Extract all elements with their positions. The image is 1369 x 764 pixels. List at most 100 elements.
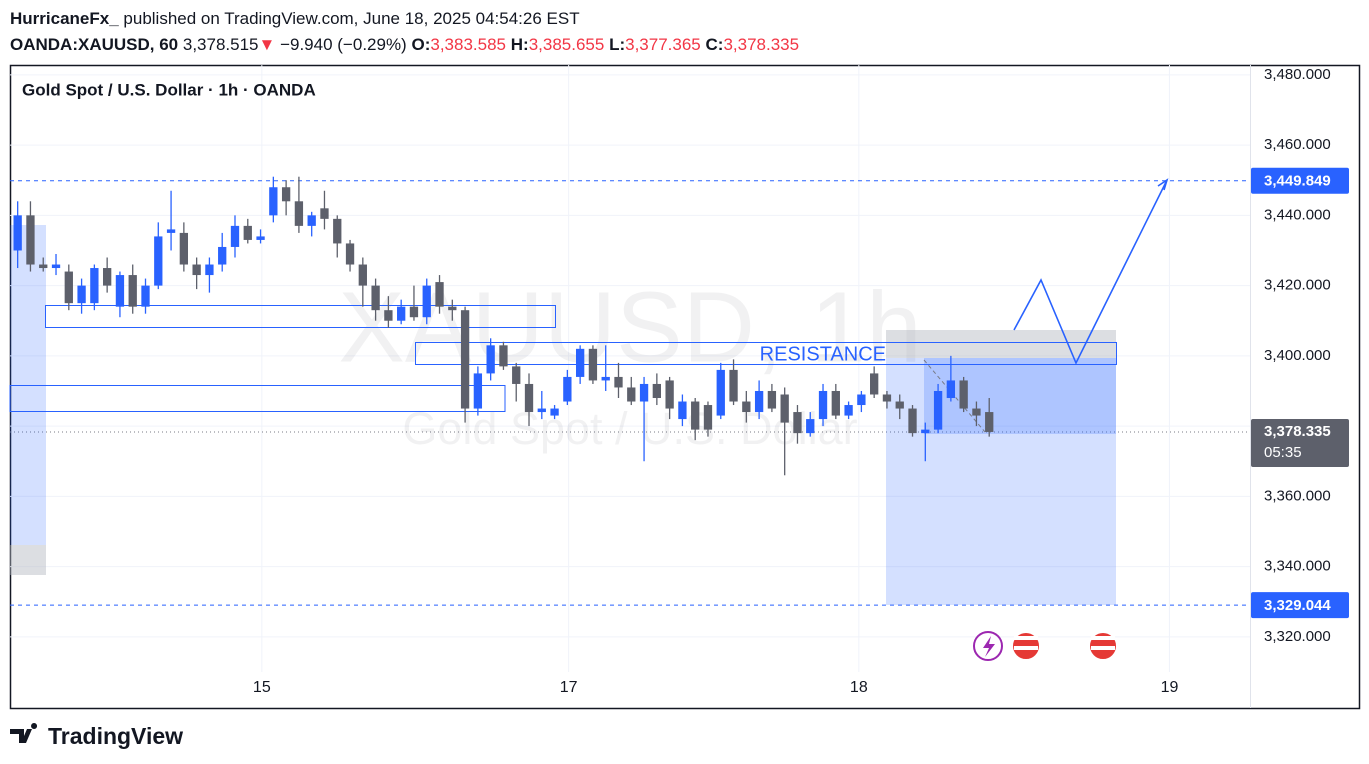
- flag-stripe: [1014, 646, 1038, 650]
- ohlc-value: 3,383.585: [430, 35, 506, 54]
- candle-body: [985, 412, 994, 432]
- chart-frame: [9, 64, 1361, 710]
- price-label-bg: [1251, 592, 1349, 619]
- candle-body: [882, 394, 892, 402]
- published: published on TradingView.com, June 18, 2…: [123, 9, 580, 28]
- candle-body: [921, 429, 930, 434]
- change: −9.940 (−0.29%): [280, 35, 407, 54]
- zone: [10, 545, 46, 575]
- watermark-name: Gold Spot / U.S. Dollar: [402, 403, 857, 454]
- y-tick-label: 3,440.000: [1264, 206, 1331, 223]
- candle-body: [281, 187, 291, 202]
- y-tick-label: 3,420.000: [1264, 277, 1331, 294]
- candle-body: [665, 380, 674, 409]
- publish-line: HurricaneFx_ published on TradingView.co…: [10, 6, 799, 32]
- candle-body: [742, 401, 751, 413]
- x-tick-label: 18: [850, 679, 868, 696]
- candle-body: [831, 390, 840, 416]
- y-tick-label: 3,400.000: [1264, 347, 1331, 364]
- candle-body: [51, 264, 61, 269]
- candle-body: [460, 310, 470, 409]
- candle-body: [972, 408, 981, 416]
- candle-body: [959, 380, 968, 409]
- candle-body: [409, 306, 419, 318]
- symbol-line: OANDA:XAUUSD, 60 3,378.515▼ −9.940 (−0.2…: [10, 32, 799, 58]
- candle-body: [780, 394, 789, 423]
- trend-line: [923, 359, 986, 433]
- change-arrow: ▼: [258, 35, 276, 54]
- candle-body: [627, 387, 636, 402]
- last-price-bg: [1251, 418, 1349, 467]
- logo-icon: [10, 723, 38, 743]
- candle-body: [166, 229, 176, 233]
- candle-body: [614, 376, 623, 388]
- candle-body: [179, 232, 189, 265]
- candle-body: [870, 373, 879, 395]
- candle-body: [448, 306, 457, 311]
- candle-body: [422, 285, 431, 318]
- chart-title: Gold Spot / U.S. Dollar · 1h · OANDA: [22, 80, 316, 99]
- box: [415, 342, 1117, 365]
- candle-body: [13, 215, 22, 251]
- candle-body: [716, 369, 725, 416]
- box: [45, 305, 556, 328]
- x-tick-label: 17: [560, 679, 578, 696]
- candle-body: [26, 215, 35, 265]
- arrow-head: [1157, 178, 1169, 191]
- grid: [10, 65, 1250, 672]
- symbol: OANDA:XAUUSD, 60: [10, 35, 179, 54]
- candle-body: [141, 285, 150, 307]
- countdown: 05:35: [1264, 444, 1302, 461]
- candle-body: [230, 225, 240, 247]
- candle-body: [563, 376, 572, 402]
- candle-body: [473, 373, 483, 409]
- candle-body: [486, 345, 495, 374]
- x-tick-label: 19: [1161, 679, 1179, 696]
- zone: [924, 358, 1116, 434]
- candle-body: [371, 285, 380, 311]
- candle-body: [946, 380, 956, 399]
- candle-body: [793, 412, 802, 434]
- candle-body: [256, 236, 265, 240]
- candle-body: [933, 390, 943, 430]
- candle-body: [806, 419, 815, 434]
- candle-body: [908, 408, 917, 434]
- ohlc-value: 3,377.365: [625, 35, 701, 54]
- price-label-bg: [1251, 167, 1349, 194]
- candle-body: [384, 310, 393, 321]
- y-tick-label: 3,460.000: [1264, 136, 1331, 153]
- candle-body: [345, 243, 355, 265]
- publisher: HurricaneFx_: [10, 9, 119, 28]
- flag-stripe: [1014, 636, 1038, 640]
- candle-body: [754, 390, 764, 413]
- candle-body: [90, 268, 99, 304]
- header: HurricaneFx_ published on TradingView.co…: [10, 6, 799, 58]
- candle-body: [205, 264, 214, 276]
- price-label: 3,449.849: [1264, 173, 1331, 190]
- candle-body: [243, 225, 252, 240]
- candle-body: [358, 264, 367, 286]
- candle-body: [294, 201, 304, 226]
- candle-body: [64, 271, 73, 304]
- candle-body: [333, 218, 342, 244]
- candle-body: [844, 405, 853, 416]
- candle-body: [575, 348, 585, 377]
- zone: [886, 358, 1116, 605]
- candle-body: [499, 345, 508, 367]
- candle-body: [512, 366, 521, 384]
- candle-body: [588, 348, 598, 381]
- candle-body: [115, 275, 125, 307]
- ohlc-label: O:: [411, 35, 431, 54]
- candle-body: [818, 390, 828, 420]
- candle-body: [895, 401, 904, 409]
- candle-body: [269, 187, 278, 216]
- candle-body: [524, 383, 534, 413]
- candle-body: [192, 264, 201, 276]
- candle-body: [154, 236, 163, 286]
- brand: TradingView: [48, 723, 183, 749]
- candle-body: [307, 215, 316, 226]
- candle-body: [729, 369, 738, 402]
- candle-body: [857, 394, 866, 406]
